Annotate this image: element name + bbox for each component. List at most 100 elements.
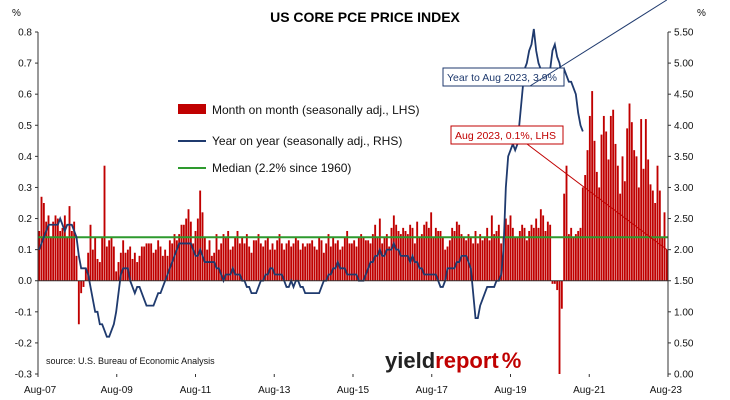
right-tick-label: 5.50 <box>674 28 694 39</box>
bar-mom <box>486 227 489 281</box>
bar-mom <box>259 243 262 281</box>
bar-mom <box>432 237 435 281</box>
bar-mom <box>418 237 421 281</box>
left-tick-label: 0.4 <box>18 152 32 163</box>
bar-mom <box>54 215 57 281</box>
bar-mom <box>61 227 64 281</box>
x-tick-label: Aug-11 <box>180 385 212 396</box>
bar-mom <box>649 184 652 281</box>
bar-mom <box>637 187 640 281</box>
bar-mom <box>269 249 272 281</box>
bar-mom <box>399 234 402 281</box>
bar-mom <box>437 230 440 281</box>
bar-mom <box>236 230 239 281</box>
bar-mom <box>241 237 244 281</box>
bar-mom <box>539 209 542 281</box>
bar-mom <box>565 165 568 281</box>
bar-mom <box>271 243 274 281</box>
bar-mom <box>91 249 94 281</box>
right-tick-label: 1.00 <box>674 307 694 318</box>
bar-mom <box>355 246 358 281</box>
bar-mom <box>586 150 589 281</box>
bar-mom <box>208 240 211 281</box>
ticks-layer: -0.3 -0.2 -0.1 0.0 0.1 0.2 0.3 0.4 0.5 0.6 0.7 0.8 0… <box>15 28 694 397</box>
bar-mom <box>537 227 540 281</box>
bar-mom <box>89 224 92 281</box>
bar-mom <box>446 246 449 281</box>
bar-mom <box>500 243 503 281</box>
left-tick-label: 0.1 <box>18 245 32 256</box>
bar-mom <box>110 237 113 281</box>
bar-mom <box>402 227 405 281</box>
bar-mom <box>49 237 52 281</box>
bar-mom <box>108 240 111 281</box>
bar-mom <box>308 243 311 281</box>
bar-mom <box>420 234 423 281</box>
left-tick-label: 0.2 <box>18 214 32 225</box>
bar-mom <box>469 237 472 281</box>
bar-mom <box>516 237 519 281</box>
bar-mom <box>206 249 209 281</box>
left-unit-label: % <box>12 8 21 19</box>
bar-mom <box>633 150 636 281</box>
bar-mom <box>472 243 475 281</box>
bar-mom <box>276 240 279 281</box>
bar-mom <box>609 115 612 281</box>
bar-mom <box>145 243 148 281</box>
bar-mom <box>467 234 470 281</box>
bar-mom <box>203 237 206 281</box>
source-note: source: U.S. Bureau of Economic Analysis <box>46 356 215 366</box>
bar-mom <box>231 246 234 281</box>
bar-mom <box>350 243 353 281</box>
bar-mom <box>322 252 325 281</box>
bar-mom <box>346 230 349 281</box>
bar-mom <box>558 280 561 374</box>
bar-mom <box>266 237 269 281</box>
bar-mom <box>325 243 328 281</box>
bar-mom <box>553 280 556 284</box>
bar-mom <box>444 249 447 281</box>
bar-mom <box>514 237 517 281</box>
bar-mom <box>362 237 365 281</box>
bar-mom <box>201 212 204 281</box>
right-tick-label: 2.00 <box>674 245 694 256</box>
bar-mom <box>222 234 225 281</box>
bar-mom <box>327 234 330 281</box>
bar-mom <box>462 237 465 281</box>
bar-mom <box>315 249 318 281</box>
bar-mom <box>187 209 190 281</box>
bar-mom <box>425 221 428 281</box>
x-tick-label: Aug-15 <box>337 385 370 396</box>
bar-mom <box>96 258 99 281</box>
bar-mom <box>383 237 386 281</box>
annotation-yoy: Year to Aug 2023, 3.9% <box>442 0 668 87</box>
bar-mom <box>329 246 332 281</box>
bar-mom <box>661 237 664 281</box>
bar-mom <box>455 221 458 281</box>
bar-mom <box>560 280 563 309</box>
bar-mom <box>168 240 171 281</box>
bar-mom <box>549 224 552 281</box>
bar-mom <box>68 206 71 281</box>
left-tick-label: 0.8 <box>18 28 32 39</box>
bar-mom <box>304 246 307 281</box>
bar-mom <box>495 230 498 281</box>
bar-mom <box>105 246 108 281</box>
bar-mom <box>301 243 304 281</box>
bar-mom <box>360 234 363 281</box>
bar-mom <box>353 240 356 281</box>
bar-mom <box>252 240 255 281</box>
bar-mom <box>348 243 351 281</box>
bar-mom <box>600 134 603 281</box>
bar-mom <box>623 181 626 281</box>
bar-mom <box>483 237 486 281</box>
bar-mom <box>535 218 538 281</box>
bar-mom <box>448 240 451 281</box>
left-tick-label: 0.0 <box>18 276 32 287</box>
bar-mom <box>614 143 617 281</box>
bar-mom <box>47 215 50 281</box>
bar-mom <box>152 252 155 281</box>
bar-mom <box>159 246 162 281</box>
bar-mom <box>199 190 202 281</box>
